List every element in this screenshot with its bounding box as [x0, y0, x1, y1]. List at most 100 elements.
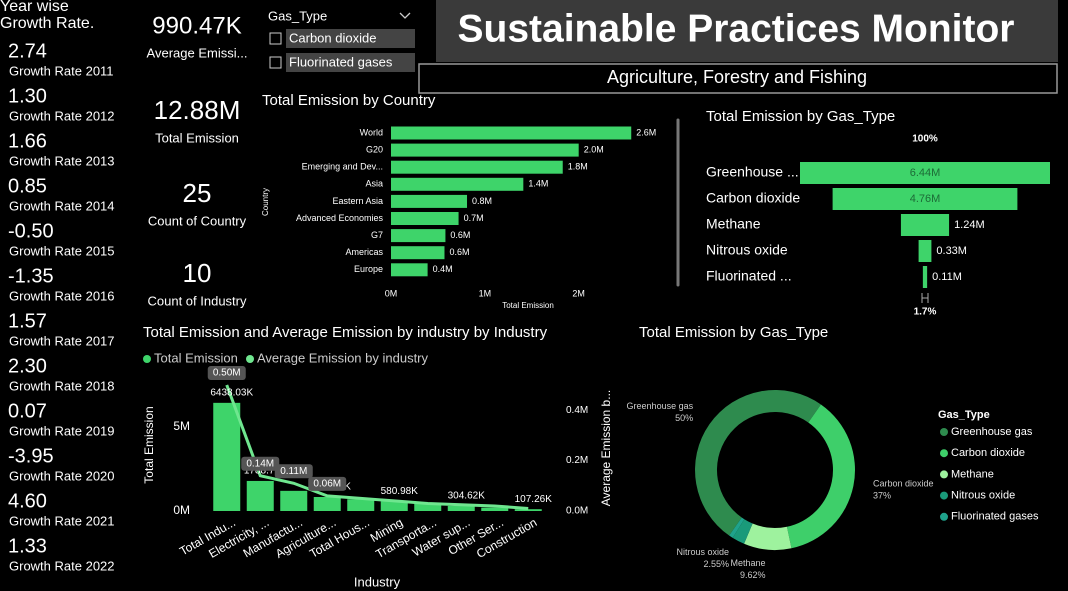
slice-category-label: Carbon dioxide — [873, 478, 934, 488]
funnel-bottom-label: 1.7% — [914, 307, 937, 318]
industry-filter[interactable]: Agriculture, Forestry and Fishing — [607, 67, 867, 87]
slicer-option[interactable]: Carbon dioxide — [289, 30, 376, 45]
data-label-bg — [308, 476, 347, 491]
bar — [391, 229, 446, 243]
bar — [514, 509, 542, 511]
bar — [313, 496, 341, 511]
data-label: 1.8M — [568, 162, 588, 172]
y-axis-title: Country — [261, 188, 270, 216]
slice-value-label: 9.62% — [740, 570, 766, 580]
growth-value: 1.33 — [8, 535, 47, 557]
slicer-option[interactable]: Fluorinated gases — [289, 54, 393, 69]
category-label: Nitrous oxide — [706, 242, 788, 258]
bar — [391, 212, 459, 225]
data-label: 6438.03K — [210, 387, 253, 398]
funnel-bar — [832, 188, 1018, 210]
data-label: 0.8M — [472, 196, 492, 206]
bar — [347, 499, 375, 511]
data-label: 580.98K — [381, 486, 419, 497]
kpi-value: 12.88M — [154, 95, 241, 125]
growth-value: -1.35 — [8, 265, 54, 287]
y2-tick-label: 0.4M — [566, 405, 588, 416]
data-label: 0.14M — [246, 458, 274, 469]
growth-label: Growth Rate 2011 — [9, 63, 114, 78]
y-tick-label: Advanced Economies — [296, 213, 384, 223]
page-title: Sustainable Practices Monitor — [458, 7, 1015, 50]
kpi-label: Count of Country — [148, 213, 247, 228]
bar — [481, 507, 509, 511]
growth-label: Growth Rate 2012 — [9, 108, 115, 123]
legend-marker — [143, 355, 151, 363]
y-tick-label: 5M — [173, 419, 190, 433]
slicer-chevron[interactable] — [399, 12, 411, 19]
bar — [391, 143, 579, 157]
growth-label: Growth Rate 2016 — [9, 288, 115, 303]
checkbox[interactable] — [269, 56, 282, 69]
data-label: 0.11M — [932, 271, 962, 283]
growth-label: Growth Rate 2014 — [9, 198, 115, 213]
data-label: 0.50M — [213, 368, 241, 379]
growth-label: Growth Rate 2018 — [9, 378, 115, 393]
bar — [391, 177, 524, 191]
y-tick-label: G7 — [371, 230, 383, 240]
growth-label: Growth Rate 2017 — [9, 333, 115, 348]
chart-title: Total Emission by Gas_Type — [639, 324, 828, 341]
funnel-bar — [922, 266, 928, 288]
kpi-label: Average Emissi... — [147, 45, 248, 60]
growth-value: 0.85 — [8, 175, 47, 197]
bar — [380, 501, 408, 511]
growth-label: Growth Rate 2021 — [9, 513, 115, 528]
bar — [280, 490, 308, 511]
growth-label: Growth Rate 2013 — [9, 153, 115, 168]
chart-title: Total Emission and Average Emission by i… — [143, 324, 548, 341]
filter-box[interactable] — [418, 63, 1058, 94]
growth-value: -3.95 — [8, 445, 54, 467]
growth-value: 2.74 — [8, 40, 47, 62]
line — [225, 384, 529, 510]
growth-label: Growth Rate 2019 — [9, 423, 115, 438]
bar — [391, 263, 428, 277]
data-label-bg — [241, 456, 280, 471]
checkbox[interactable] — [269, 32, 282, 45]
growth-label: Growth Rate 2022 — [9, 558, 115, 573]
growth-value: 4.60 — [8, 490, 47, 512]
slice-value-label: 2.55% — [704, 559, 730, 569]
growth-value: 0.07 — [8, 400, 47, 422]
data-label: 1.4M — [528, 179, 548, 189]
legend-marker — [246, 355, 254, 363]
legend-marker — [940, 470, 948, 479]
bar — [391, 194, 468, 208]
slicer-option-bg — [286, 29, 415, 48]
donut-slice — [744, 523, 792, 550]
legend-label: Average Emission by industry — [257, 350, 429, 365]
bar — [447, 505, 475, 511]
x-tick-label: 1M — [479, 288, 492, 298]
bar — [414, 503, 442, 511]
data-label: 304.62K — [448, 491, 486, 502]
y-tick-label: Eastern Asia — [332, 196, 383, 206]
bar — [391, 246, 445, 260]
slice-value-label: 37% — [873, 490, 891, 500]
data-label: 2.0M — [584, 144, 604, 154]
data-label: 0.6M — [449, 247, 469, 257]
y-tick-label: Asia — [365, 179, 383, 189]
slicer-title: Gas_Type — [268, 8, 327, 23]
kpi-value: 990.47K — [152, 12, 241, 39]
data-label: 0.11M — [280, 466, 307, 477]
chart-title: Total Emission by Country — [262, 92, 436, 109]
slice-category-label: Greenhouse gas — [627, 401, 694, 411]
x-axis-title: Total Emission — [502, 301, 554, 310]
y-tick-label: Americas — [345, 247, 383, 257]
legend-label: Methane — [951, 468, 994, 480]
funnel-top-label: 100% — [912, 134, 938, 145]
x-axis-title: Industry — [354, 574, 401, 589]
data-label: 2.6M — [636, 127, 656, 137]
kpi-label: Total Emission — [155, 130, 239, 145]
kpi-label: Count of Industry — [148, 293, 247, 308]
y-axis-title: Total Emission — [142, 406, 156, 483]
data-label: 0.7M — [464, 213, 484, 223]
data-label: 107.26K — [515, 494, 553, 505]
bar — [391, 160, 563, 174]
header-bg — [436, 0, 1058, 62]
